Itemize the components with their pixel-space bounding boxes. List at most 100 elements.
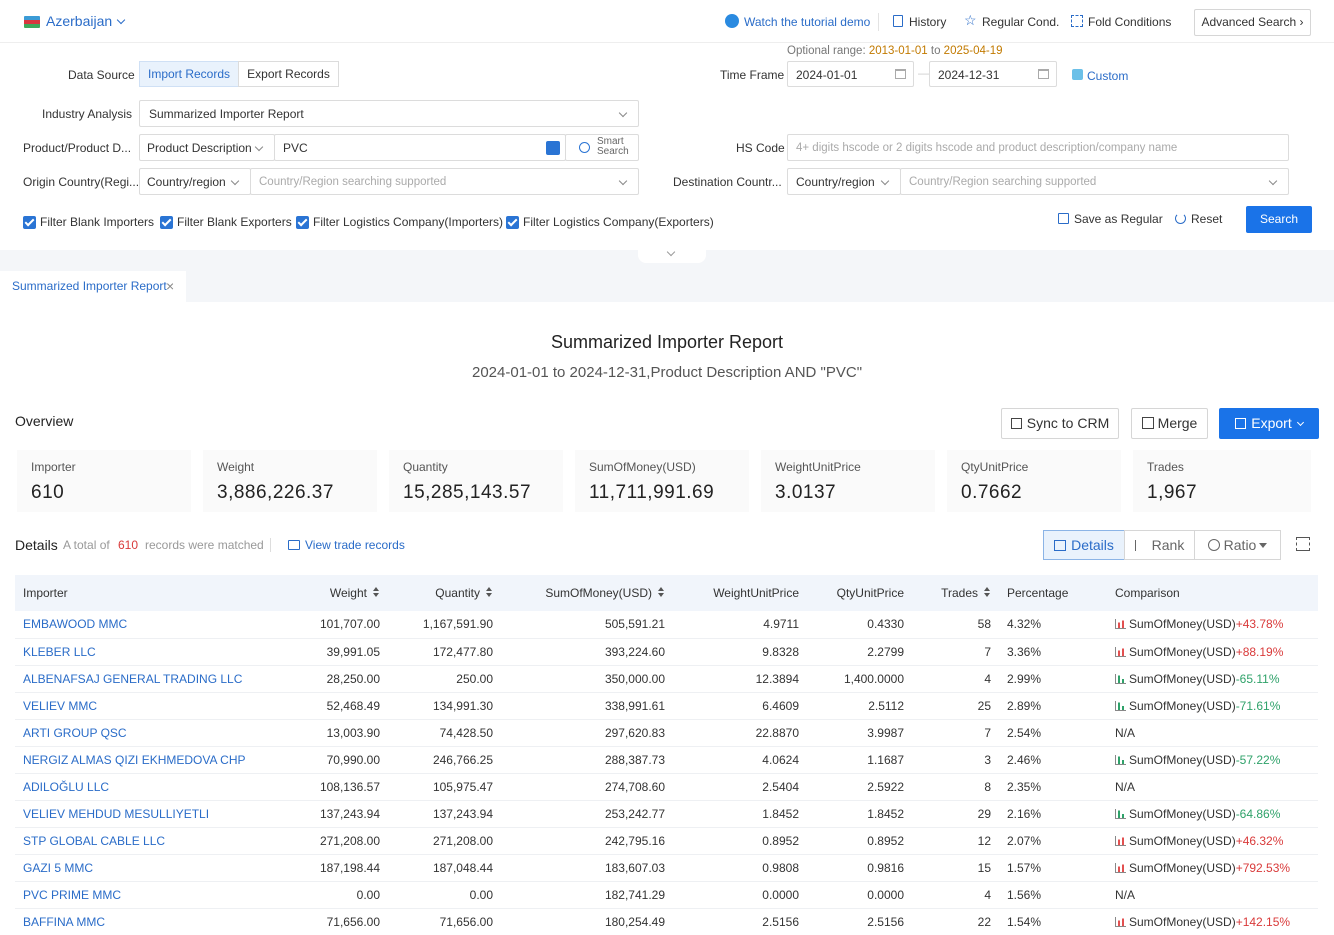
sort-icon[interactable] — [984, 587, 991, 598]
table-header-row: Importer Weight Quantity SumOfMoney(USD)… — [15, 575, 1318, 611]
importer-name-link[interactable]: EMBAWOOD MMC — [15, 611, 263, 639]
table-row: BAFFINA MMC 71,656.00 71,656.00 180,254.49 2… — [15, 908, 1318, 935]
col-weight-unit-price: WeightUnitPrice — [673, 575, 807, 611]
hs-code-label: HS Code — [736, 141, 785, 155]
product-type-select[interactable]: Product Description — [139, 134, 275, 161]
stat-card-weight-unit-price: WeightUnitPrice 3.0137 — [761, 450, 935, 512]
stat-label: QtyUnitPrice — [961, 460, 1029, 474]
tab-summarized-importer-report[interactable]: Summarized Importer Report × — [0, 271, 186, 302]
export-button[interactable]: Export — [1219, 408, 1319, 439]
view-trade-records-link[interactable]: View trade records — [305, 538, 405, 552]
fold-conditions-link[interactable]: Fold Conditions — [1088, 15, 1172, 29]
import-records-tab[interactable]: Import Records — [139, 61, 239, 87]
sort-icon[interactable] — [486, 587, 493, 598]
origin-type-select[interactable]: Country/region — [139, 168, 251, 195]
weight-unit-price-cell: 2.5404 — [673, 773, 807, 801]
product-type-value: Product Description — [147, 141, 252, 155]
hs-code-input[interactable]: 4+ digits hscode or 2 digits hscode and … — [787, 134, 1289, 161]
fullscreen-icon[interactable] — [1296, 537, 1310, 551]
product-input[interactable]: PVC — [274, 134, 566, 161]
importer-name-link[interactable]: VELIEV MMC — [15, 692, 263, 720]
weight-cell: 39,991.05 — [263, 638, 388, 666]
col-sum-of-money[interactable]: SumOfMoney(USD) — [501, 575, 673, 611]
smart-search-line-2: Search — [597, 146, 629, 157]
reset-icon — [1175, 213, 1186, 224]
date-start-input[interactable]: 2024-01-01 — [787, 61, 914, 87]
col-qty-unit-price: QtyUnitPrice — [807, 575, 912, 611]
importer-name-link[interactable]: ARTI GROUP QSC — [15, 719, 263, 747]
comparison-cell: N/A — [1103, 773, 1318, 801]
smart-search-button[interactable]: Smart Search — [565, 134, 639, 161]
comparison-change: -71.61% — [1235, 698, 1281, 713]
trend-up-chart-icon — [1115, 862, 1126, 873]
view-ratio-button[interactable]: Ratio — [1194, 530, 1281, 560]
col-trades[interactable]: Trades — [912, 575, 999, 611]
ratio-icon — [1207, 539, 1220, 551]
filter-blank-importers-checkbox[interactable] — [23, 216, 36, 229]
filter-logistics-exporters-checkbox[interactable] — [506, 216, 519, 229]
importer-name-link[interactable]: BAFFINA MMC — [15, 908, 263, 935]
importer-name-link[interactable]: ADILOĞLU LLC — [15, 773, 263, 801]
qty-unit-price-cell: 2.2799 — [807, 638, 912, 666]
trend-down-chart-icon — [1115, 700, 1126, 711]
sort-icon[interactable] — [373, 587, 380, 598]
importer-name-link[interactable]: ALBENAFSAJ GENERAL TRADING LLC — [15, 665, 263, 693]
industry-analysis-select[interactable]: Summarized Importer Report — [139, 100, 639, 127]
col-percentage: Percentage — [999, 575, 1103, 611]
merge-button[interactable]: Merge — [1131, 408, 1208, 439]
smart-search-line-1: Smart — [597, 136, 624, 147]
importer-name-link[interactable]: NERGIZ ALMAS QIZI EKHMEDOVA CHP — [15, 746, 263, 774]
country-selector[interactable]: Azerbaijan — [46, 13, 126, 29]
chevron-down-icon — [116, 15, 126, 25]
qty-unit-price-cell: 2.5156 — [807, 908, 912, 935]
col-weight[interactable]: Weight — [263, 575, 388, 611]
col-quantity[interactable]: Quantity — [388, 575, 501, 611]
sync-to-crm-button[interactable]: Sync to CRM — [1001, 408, 1119, 439]
destination-type-select[interactable]: Country/region — [787, 168, 901, 195]
percentage-cell: 1.54% — [999, 908, 1103, 935]
table-row: GAZI 5 MMC 187,198.44 187,048.44 183,607.03… — [15, 854, 1318, 882]
date-end-input[interactable]: 2024-12-31 — [929, 61, 1057, 87]
save-as-regular-button[interactable]: Save as Regular — [1074, 212, 1163, 226]
qty-unit-price-cell: 3.9987 — [807, 719, 912, 747]
tutorial-link[interactable]: Watch the tutorial demo — [744, 15, 871, 29]
sort-icon[interactable] — [658, 587, 665, 598]
image-search-icon[interactable] — [546, 141, 560, 155]
history-link[interactable]: History — [909, 15, 947, 29]
stat-value: 1,967 — [1147, 482, 1198, 503]
qty-unit-price-cell: 1.1687 — [807, 746, 912, 774]
comparison-change: -64.86% — [1235, 806, 1281, 821]
qty-unit-price-cell: 2.5112 — [807, 692, 912, 720]
close-icon[interactable]: × — [166, 278, 175, 294]
custom-link[interactable]: Custom — [1087, 69, 1129, 83]
comparison-change: +88.19% — [1235, 644, 1284, 659]
view-details-button[interactable]: Details — [1043, 530, 1125, 560]
origin-country-label: Origin Country(Regi... — [23, 175, 140, 189]
comparison-change: +142.15% — [1235, 914, 1291, 929]
stat-card-qty-unit-price: QtyUnitPrice 0.7662 — [947, 450, 1121, 512]
export-records-tab[interactable]: Export Records — [238, 61, 339, 87]
filter-logistics-importers-checkbox[interactable] — [296, 216, 309, 229]
weight-unit-price-cell: 9.8328 — [673, 638, 807, 666]
importer-name-link[interactable]: PVC PRIME MMC — [15, 881, 263, 909]
search-button[interactable]: Search — [1246, 206, 1312, 233]
origin-country-input[interactable]: Country/Region searching supported — [250, 168, 639, 195]
trend-down-chart-icon — [1115, 673, 1126, 684]
advanced-search-button[interactable]: Advanced Search › — [1194, 9, 1311, 36]
stat-label: WeightUnitPrice — [775, 460, 861, 474]
importer-name-link[interactable]: VELIEV MEHDUD MESULLIYETLI — [15, 800, 263, 828]
importer-name-link[interactable]: STP GLOBAL CABLE LLC — [15, 827, 263, 855]
view-rank-label: Rank — [1151, 537, 1185, 553]
chevron-down-icon — [1268, 176, 1278, 186]
trend-up-chart-icon — [1115, 916, 1126, 927]
stat-card-importer: Importer 610 — [17, 450, 191, 512]
total-suffix: records were matched — [145, 538, 264, 552]
reset-button[interactable]: Reset — [1191, 212, 1223, 226]
destination-country-input[interactable]: Country/Region searching supported — [900, 168, 1289, 195]
regular-conditions-link[interactable]: Regular Cond. — [982, 15, 1060, 29]
importer-name-link[interactable]: KLEBER LLC — [15, 638, 263, 666]
collapse-toggle[interactable] — [638, 247, 706, 263]
importer-name-link[interactable]: GAZI 5 MMC — [15, 854, 263, 882]
filter-blank-exporters-checkbox[interactable] — [160, 216, 173, 229]
view-rank-button[interactable]: Rank — [1124, 530, 1195, 560]
